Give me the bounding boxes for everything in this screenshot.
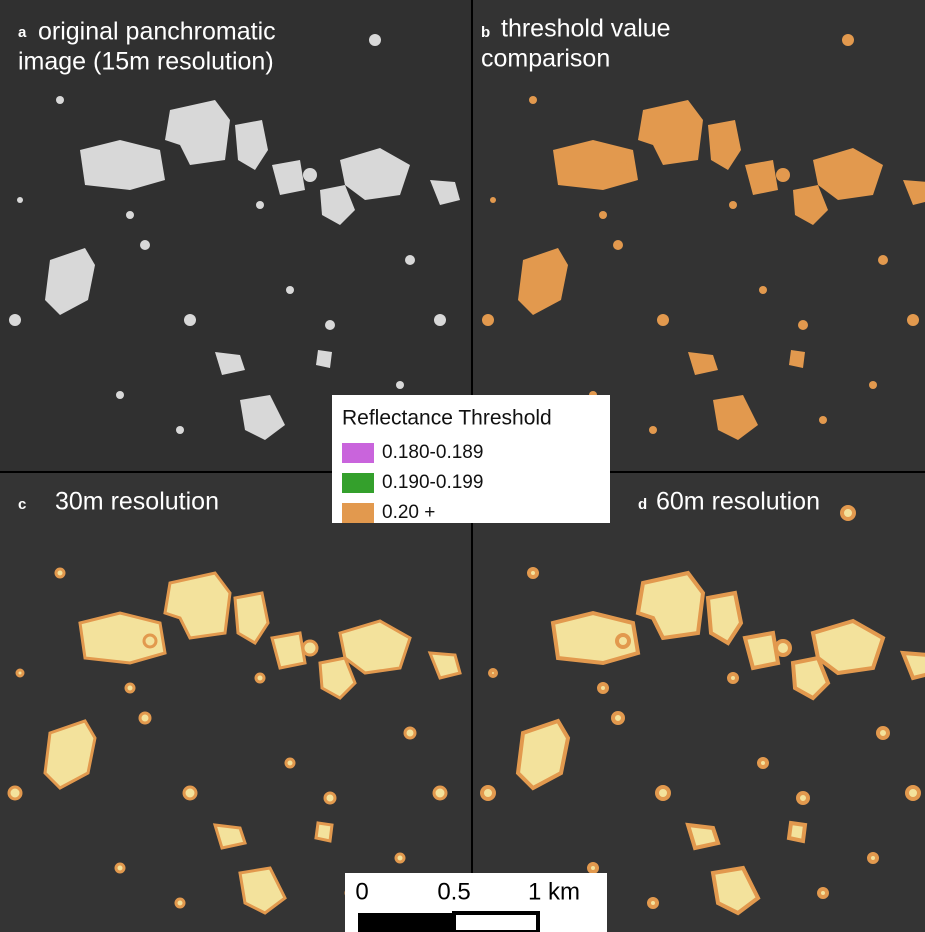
legend-swatch <box>342 473 374 493</box>
image <box>473 473 925 932</box>
scale-segment <box>454 913 538 932</box>
legend-label: 0.180-0.189 <box>382 442 483 463</box>
panel-d: d 60m resolution <box>473 473 925 932</box>
panel-letter: c <box>18 496 26 513</box>
legend-label: 0.190-0.199 <box>382 472 483 493</box>
scale-label: 0.5 <box>437 878 470 905</box>
scale-label: 0 <box>355 878 368 905</box>
legend-label: 0.20 + <box>382 502 435 523</box>
panel-letter: d <box>638 496 647 513</box>
legend-swatch <box>342 503 374 523</box>
panel-title: image (15m resolution) <box>18 48 274 76</box>
figure: a original panchromatic image (15m resol… <box>0 0 925 932</box>
legend: Reflectance Threshold 0.180-0.189 0.190-0… <box>332 395 610 523</box>
scale-label: 1 km <box>528 878 580 905</box>
scale-segment <box>358 913 454 932</box>
panel-title: comparison <box>481 45 610 73</box>
panel-title: 60m resolution <box>656 488 820 516</box>
scale-bar: 0 0.5 1 km <box>345 873 607 932</box>
panel-letter: a <box>18 24 27 41</box>
panel-title: original panchromatic <box>38 18 276 46</box>
panel-title: 30m resolution <box>55 488 219 516</box>
panel-c: c 30m resolution <box>0 473 471 932</box>
legend-title: Reflectance Threshold <box>342 407 552 430</box>
panel-letter: b <box>481 24 490 41</box>
panel-title: threshold value <box>501 15 671 43</box>
legend-swatch <box>342 443 374 463</box>
